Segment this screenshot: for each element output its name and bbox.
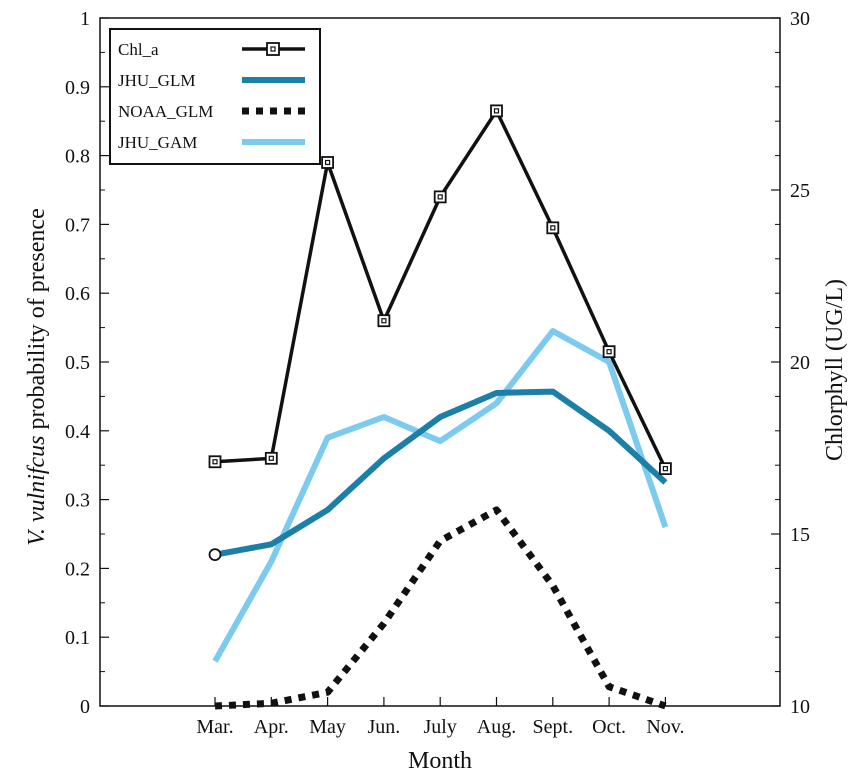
chl-a-marker [546,221,560,235]
x-axis-title: Month [408,748,472,773]
y-axis-title: V. vulnifcus probability of presence [24,208,50,545]
chl-a-marker-inner [268,455,274,461]
y-axis-title-species: V. vulnifcus [24,436,50,546]
legend-label: NOAA_GLM [118,102,213,121]
chl-a-marker-inner [212,459,218,465]
chl-a-marker [490,104,503,118]
left-tick-label: 0.7 [65,214,90,236]
legend-label: JHU_GAM [118,133,197,152]
chl-a-marker-inner [437,194,443,200]
x-tick-label: Mar. [196,716,233,738]
chl-a-marker [433,190,447,204]
left-tick-label: 0.1 [65,627,90,649]
chl-a-marker-inner [493,108,500,114]
left-tick-label: 0.2 [65,558,90,580]
left-tick-label: 0.5 [65,352,90,374]
x-tick-label: Apr. [254,716,289,738]
right-tick-label: 10 [790,696,810,718]
chl-a-marker-inner [662,466,669,472]
x-tick-label: Oct. [592,716,626,738]
chl-a-marker-inner [325,159,331,166]
left-tick-label: 0.3 [65,490,90,512]
chl-a-marker [659,462,672,476]
right-tick-label: 25 [790,180,810,202]
chl-a-marker [208,455,222,469]
x-tick-label: Sept. [533,716,574,738]
right-tick-label: 30 [790,8,810,30]
y-axis-title-rest: probability of presence [24,208,50,435]
chl-a-marker [602,345,616,359]
chl-a-marker [377,314,391,328]
chl-a-marker-inner [550,225,556,231]
right-axis-ticks: 10 15 20 25 30 [771,8,810,718]
legend-marker-inner [270,46,276,52]
chl-a-marker [321,156,335,169]
left-tick-label: 0.8 [65,146,90,168]
chl-a-marker-inner [381,318,387,324]
right-tick-label: 20 [790,352,810,374]
right-tick-label: 15 [790,524,810,546]
left-tick-label: 0.4 [65,421,90,443]
x-tick-label: Jun. [368,716,401,738]
chl-a-marker [264,451,278,465]
left-tick-label: 0.9 [65,77,90,99]
chl-a-marker-inner [606,349,612,355]
open-circle-marker [208,548,222,562]
x-axis-ticks: Mar. Apr. May Jun. July Aug. Sept. Oct. Nov. [196,697,684,738]
legend-label: Chl_a [118,40,159,59]
x-tick-label: July [424,716,457,738]
series-layer [208,104,672,710]
left-tick-label: 0 [80,696,90,718]
legend: Chl_a JHU_GLM NOAA_GLM JHU_GAM [109,28,321,165]
series-line-jhu-gam [212,328,669,663]
right-axis-title: Chlorphyll (UG/L) [822,279,848,461]
legend-marker [266,42,280,56]
x-tick-label: Nov. [646,716,684,738]
left-axis-ticks: 0 0.1 0.2 0.3 0.4 0.5 0.6 0.7 0.8 0.9 1 [65,8,109,718]
left-tick-label: 1 [80,8,90,30]
legend-label: JHU_GLM [118,71,195,90]
x-tick-label: May [309,716,346,738]
series-line-noaa-glm [214,506,667,710]
series-line-jhu-glm [214,388,668,558]
x-tick-label: Aug. [477,716,516,738]
left-tick-label: 0.6 [65,283,90,305]
